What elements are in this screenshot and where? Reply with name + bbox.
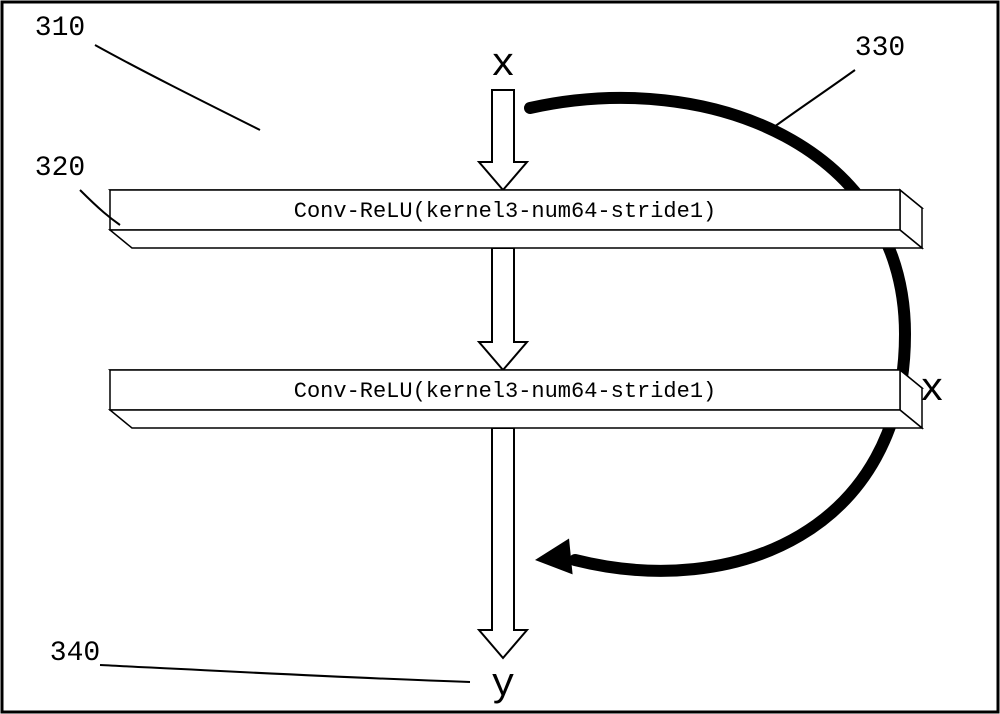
ref-number-2: 330: [855, 33, 905, 64]
conv-layer-label-1: Conv-ReLU(kernel3-num64-stride1): [294, 379, 716, 404]
flow-arrow-1: [479, 248, 527, 370]
diagram-canvas: Conv-ReLU(kernel3-num64-stride1) Conv-ReL…: [0, 0, 1000, 714]
ref-leader-2: [770, 70, 855, 130]
conv-layer-0: Conv-ReLU(kernel3-num64-stride1): [110, 190, 922, 248]
ref-number-3: 340: [50, 638, 100, 669]
ref-leader-3: [100, 665, 470, 682]
skip-connection-arc: [530, 98, 905, 571]
ref-number-0: 310: [35, 13, 85, 44]
output-label: y: [491, 663, 515, 708]
ref-leader-0: [95, 45, 260, 130]
input-label: x: [491, 43, 515, 88]
conv-layer-label-0: Conv-ReLU(kernel3-num64-stride1): [294, 199, 716, 224]
skip-label: x: [920, 368, 944, 413]
flow-arrow-0: [479, 90, 527, 190]
conv-layer-1: Conv-ReLU(kernel3-num64-stride1): [110, 370, 922, 428]
skip-arrowhead-icon: [535, 539, 573, 575]
ref-number-1: 320: [35, 153, 85, 184]
flow-arrow-2: [479, 428, 527, 658]
